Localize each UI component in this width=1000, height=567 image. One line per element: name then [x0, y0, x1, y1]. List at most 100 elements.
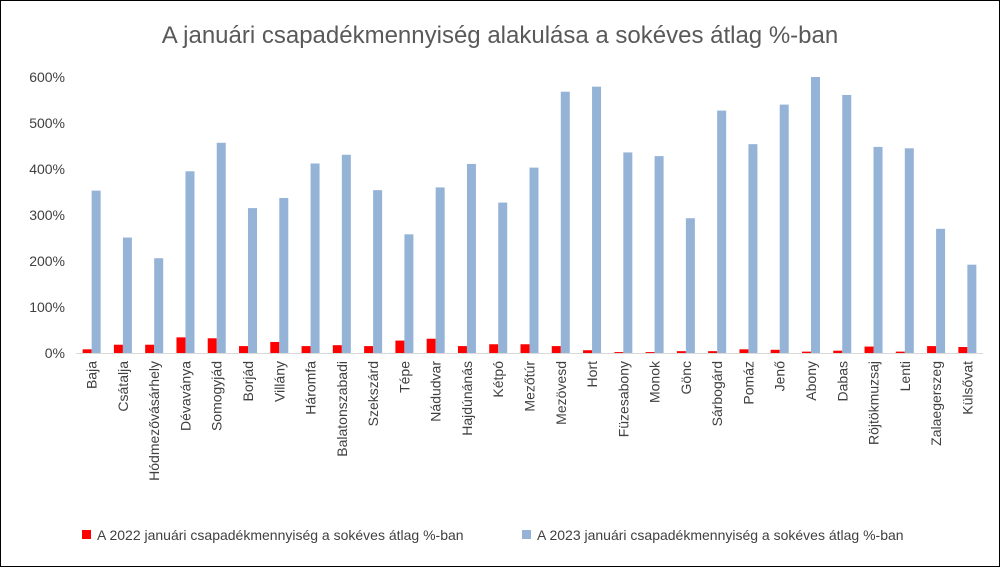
bar-2023-7	[310, 163, 320, 353]
bar-2023-13	[498, 202, 508, 353]
x-category-label: Füzesabony	[615, 361, 631, 437]
x-category-label: Somogyjád	[209, 361, 225, 431]
legend-item-2022[interactable]: A 2022 januári csapadékmennyiség a sokév…	[82, 527, 464, 543]
bar-2023-15	[560, 91, 570, 353]
x-category-label: Mezőtúr	[522, 361, 538, 412]
series-2022-bars	[82, 337, 968, 353]
x-category-label: Csátalja	[115, 361, 131, 412]
bar-2022-2	[145, 344, 155, 353]
bar-2023-25	[873, 146, 883, 353]
bar-2022-4	[207, 338, 217, 353]
bar-2023-23	[810, 77, 820, 353]
y-axis-ticks: 0% 100% 200% 300% 400% 500% 600%	[29, 69, 65, 361]
x-category-label: Dévaványa	[177, 361, 193, 431]
bar-2023-28	[967, 264, 977, 353]
bar-2023-16	[592, 86, 602, 353]
x-category-label: Borjád	[240, 361, 256, 401]
bar-2022-21	[739, 349, 749, 353]
x-category-label: Baja	[84, 361, 100, 389]
x-category-label: Hódmezővásárhely	[146, 361, 162, 481]
bar-2023-14	[529, 167, 539, 353]
bar-2023-0	[91, 190, 101, 353]
x-category-label: Zalaegerszeg	[928, 361, 944, 446]
bar-2023-27	[936, 228, 946, 353]
bar-2023-19	[685, 218, 695, 353]
x-category-label: Monok	[647, 360, 663, 403]
bar-2023-26	[904, 148, 914, 353]
y-tick-label: 200%	[29, 253, 65, 269]
y-tick-label: 0%	[45, 345, 65, 361]
bar-2022-11	[426, 338, 436, 353]
x-category-label: Hajdúnánás	[459, 361, 475, 436]
bar-2022-10	[395, 340, 405, 353]
bar-2022-19	[676, 351, 686, 353]
x-axis-category-labels: Baja Csátalja Hódmezővásárhely Dévaványa Som…	[84, 360, 976, 481]
x-category-label: Jenő	[772, 361, 788, 392]
x-category-label: Röjtökmuzsaj	[866, 361, 882, 445]
chart-title: A januári csapadékmennyiség alakulása a …	[162, 22, 838, 49]
bar-2023-20	[717, 110, 727, 353]
bar-2022-15	[551, 346, 561, 353]
bar-2022-0	[82, 349, 92, 353]
x-category-label: Mezövesd	[553, 361, 569, 425]
bar-2023-21	[748, 144, 758, 353]
bar-2023-4	[216, 142, 226, 353]
bar-2022-17	[614, 352, 624, 353]
bar-2023-11	[435, 187, 445, 353]
bar-2023-24	[842, 94, 852, 353]
bar-2022-27	[927, 346, 937, 353]
x-category-label: Hort	[584, 361, 600, 388]
legend-label-2023: A 2023 januári csapadékmennyiség a sokév…	[537, 527, 904, 543]
bar-2022-20	[708, 351, 718, 353]
bar-2022-1	[113, 344, 123, 353]
bar-2022-12	[457, 346, 467, 353]
x-category-label: Kétpó	[490, 361, 506, 398]
legend-item-2023[interactable]: A 2023 januári csapadékmennyiség a sokév…	[522, 527, 904, 543]
bar-2022-22	[770, 349, 780, 353]
bar-2022-7	[301, 346, 311, 353]
x-category-label: Sárbogárd	[709, 361, 725, 426]
bar-2022-9	[364, 346, 374, 353]
bar-2023-8	[341, 154, 351, 353]
series-2023-bars	[91, 77, 977, 353]
bar-2022-18	[645, 352, 655, 353]
bar-2022-16	[583, 350, 593, 353]
y-tick-label: 300%	[29, 207, 65, 223]
legend-label-2022: A 2022 januári csapadékmennyiség a sokév…	[97, 527, 464, 543]
bar-2022-5	[239, 346, 249, 353]
bar-2023-12	[466, 163, 476, 353]
bar-2023-9	[373, 190, 383, 353]
y-tick-label: 100%	[29, 299, 65, 315]
bar-2023-1	[122, 237, 132, 353]
x-category-label: Nádudvar	[428, 361, 444, 422]
legend-swatch-2023	[522, 530, 531, 539]
x-category-label: Pomáz	[740, 361, 756, 405]
bar-2023-2	[154, 258, 164, 353]
bar-2022-26	[895, 351, 905, 353]
bar-2023-5	[248, 208, 258, 353]
bar-2023-17	[623, 152, 633, 353]
legend: A 2022 januári csapadékmennyiség a sokév…	[82, 527, 904, 543]
bar-2022-8	[332, 345, 342, 353]
x-category-label: Szekszárd	[365, 361, 381, 426]
bar-2023-10	[404, 234, 414, 353]
bar-2022-13	[489, 344, 499, 353]
x-category-label: Lenti	[897, 361, 913, 391]
bar-2022-25	[864, 346, 874, 353]
bar-2022-14	[520, 344, 530, 353]
bar-2023-6	[279, 197, 289, 353]
bar-2022-23	[801, 351, 811, 353]
bar-2022-28	[958, 347, 968, 353]
x-category-label: Villány	[271, 361, 287, 402]
x-category-label: Gönc	[678, 361, 694, 394]
x-category-label: Külsővat	[959, 361, 975, 415]
y-tick-label: 500%	[29, 115, 65, 131]
bar-2022-24	[833, 350, 843, 353]
y-tick-label: 400%	[29, 161, 65, 177]
x-category-label: Háromfa	[303, 361, 319, 415]
bar-2022-3	[176, 337, 186, 353]
legend-swatch-2022	[82, 530, 91, 539]
bar-2023-3	[185, 171, 195, 353]
y-tick-label: 600%	[29, 69, 65, 85]
